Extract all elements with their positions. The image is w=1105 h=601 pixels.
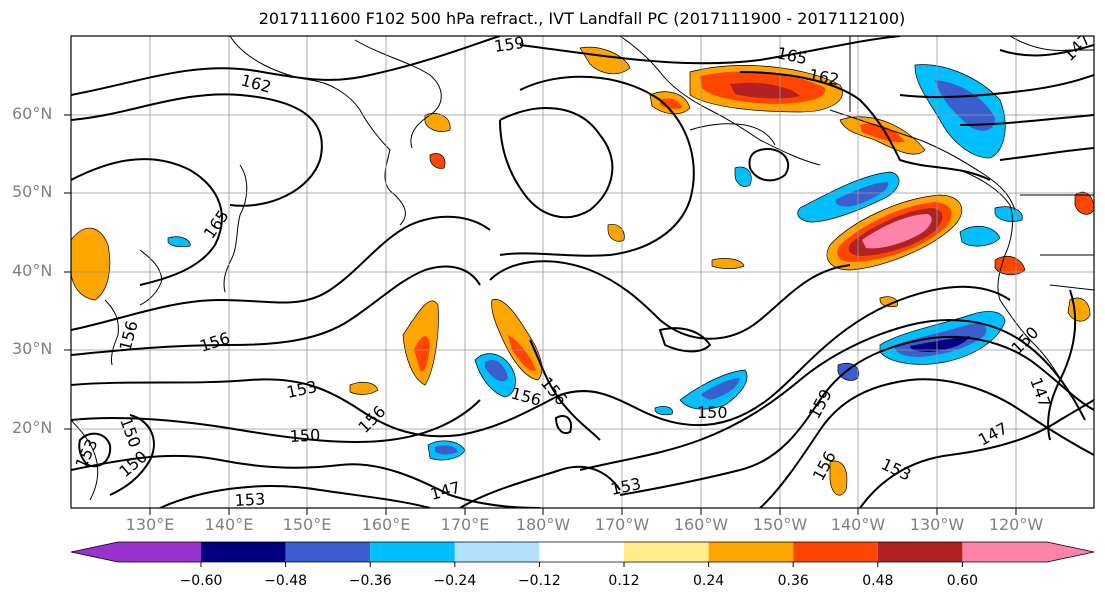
colorbar-band [708, 542, 794, 562]
longitude-label: 150°W [752, 515, 808, 534]
axis-ticks [64, 114, 1017, 515]
contour-label: 153 [234, 489, 265, 510]
colorbar-band [962, 542, 1094, 562]
longitude-label: 130°E [125, 515, 175, 534]
longitude-label: 170°W [594, 515, 650, 534]
colorbar-tick-label: 0.60 [946, 573, 978, 589]
longitude-label: 160°E [361, 515, 411, 534]
coastlines [71, 36, 1094, 501]
colorbar-band [285, 542, 371, 562]
contour-label: 150 [289, 425, 320, 446]
height-contours [71, 36, 1094, 508]
longitude-label: 130°W [909, 515, 965, 534]
colorbar-tick-label: −0.48 [264, 573, 308, 589]
latitude-label: 30°N [12, 339, 53, 358]
colorbar-band [624, 542, 709, 562]
latitude-label: 60°N [12, 104, 53, 123]
colorbar-band [454, 542, 540, 562]
colorbar [70, 541, 1095, 567]
longitude-label: 120°W [988, 515, 1044, 534]
colorbar-tick-label: −0.24 [433, 573, 477, 589]
latitude-label: 20°N [12, 418, 53, 437]
longitude-label: 180°W [515, 515, 571, 534]
colorbar-band [539, 542, 624, 562]
longitude-label: 140°E [204, 515, 254, 534]
contour-label: 159 [493, 33, 526, 56]
map-title: 2017111600 F102 500 hPa refract., IVT La… [258, 9, 906, 28]
colorbar-band [793, 542, 878, 562]
colorbar-tick-label: −0.12 [517, 573, 561, 589]
latitude-label: 40°N [12, 261, 53, 280]
colorbar-band [201, 542, 286, 562]
longitude-label: 170°E [440, 515, 490, 534]
longitude-label: 160°W [673, 515, 729, 534]
colorbar-tick-label: −0.36 [348, 573, 392, 589]
colorbar-tick-label: 0.12 [608, 573, 640, 589]
contour-label: 150 [697, 403, 728, 422]
latitude-label: 50°N [12, 182, 53, 201]
colorbar-band [877, 542, 963, 562]
colorbar-band [71, 542, 201, 562]
colorbar-outline [70, 541, 1095, 563]
longitude-label: 150°E [282, 515, 332, 534]
colorbar-tick-label: −0.60 [179, 573, 223, 589]
filled-anomalies [71, 46, 1094, 496]
graticule [71, 36, 1094, 508]
colorbar-tick-label: 0.36 [777, 573, 809, 589]
colorbar-tick-label: 0.24 [693, 573, 725, 589]
colorbar-tick-label: 0.48 [862, 573, 894, 589]
longitude-label: 140°W [830, 515, 886, 534]
colorbar-band [370, 542, 455, 562]
